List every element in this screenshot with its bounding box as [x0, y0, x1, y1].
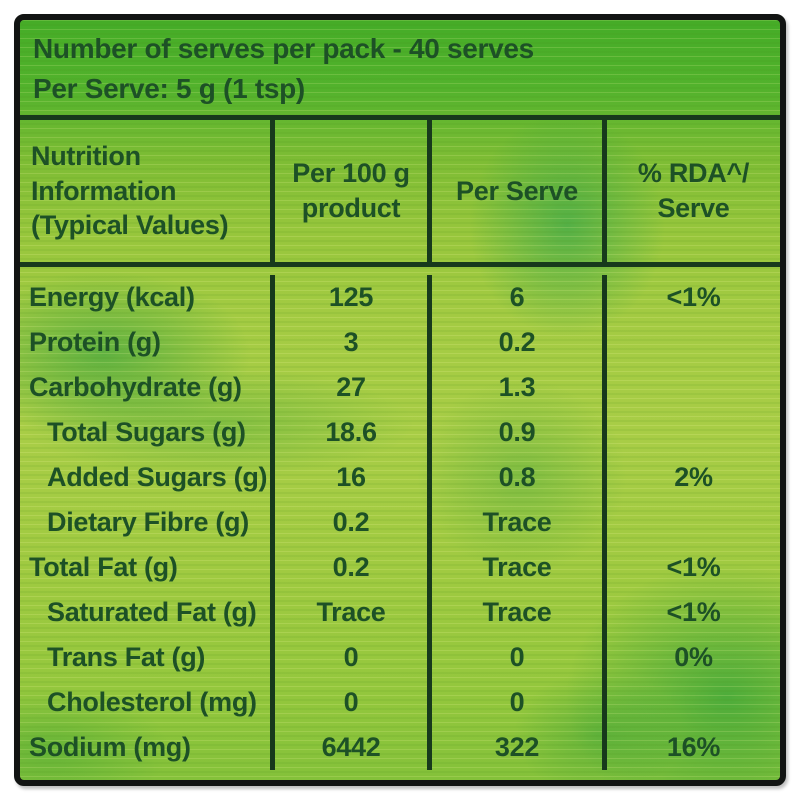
cell-per-100g-value: 16 — [275, 455, 432, 500]
cell-per-serve-value: 0.8 — [432, 455, 607, 500]
cell-rda-percent-value: 16% — [666, 732, 721, 762]
serves-info-band: Number of serves per pack - 40 serves Pe… — [20, 20, 780, 120]
cell-per-serve-value: Trace — [432, 545, 607, 590]
column-header-per-serve: Per Serve — [432, 120, 607, 262]
cell-per-100g-value: 18.6 — [275, 410, 432, 455]
serves-per-pack-text: Number of serves per pack - 40 serves — [33, 33, 534, 64]
cell-rda-percent-value: <1% — [666, 552, 721, 582]
cell-per-serve-value: 0.9 — [432, 410, 607, 455]
cell-per-100g-value: 6442 — [275, 725, 432, 770]
cell-nutrient-label: Protein (g) — [20, 320, 275, 365]
cell-per-serve-value: 0.2 — [432, 320, 607, 365]
cell-per-serve-value: Trace — [432, 500, 607, 545]
cell-nutrient-label: Carbohydrate (g) — [20, 365, 275, 410]
cell-nutrient-label: Trans Fat (g) — [20, 635, 275, 680]
cell-rda-percent-value — [607, 410, 780, 455]
cell-nutrient-label: Total Sugars (g) — [20, 410, 275, 455]
cell-rda-percent-value — [607, 320, 780, 365]
cell-rda-percent-value: <1% — [666, 282, 721, 312]
cell-rda-percent-value — [607, 500, 780, 545]
cell-per-100g-value: 27 — [275, 365, 432, 410]
cell-nutrient-label: Energy (kcal) — [20, 275, 275, 320]
cell-per-100g-value: 0 — [275, 635, 432, 680]
cell-per-serve-value: 1.3 — [432, 365, 607, 410]
cell-per-100g-value: 125 — [275, 275, 432, 320]
cell-per-100g-value: 0 — [275, 680, 432, 725]
cell-nutrient-label: Cholesterol (mg) — [20, 680, 275, 725]
nutrition-label-panel: Number of serves per pack - 40 serves Pe… — [14, 14, 786, 786]
cell-nutrient-label: Sodium (mg) — [20, 725, 275, 770]
cell-nutrient-label: Total Fat (g) — [20, 545, 275, 590]
cell-nutrient-label: Saturated Fat (g) — [20, 590, 275, 635]
cell-per-100g-value: 0.2 — [275, 545, 432, 590]
cell-per-serve-value: Trace — [432, 590, 607, 635]
cell-per-100g-value: Trace — [275, 590, 432, 635]
cell-per-serve-value: 0 — [432, 680, 607, 725]
cell-nutrient-label: Dietary Fibre (g) — [20, 500, 275, 545]
cell-per-100g-value: 3 — [275, 320, 432, 365]
per-serve-size-text: Per Serve: 5 g (1 tsp) — [33, 72, 305, 104]
table-header-row: Nutrition Information (Typical Values) P… — [20, 120, 780, 267]
cell-rda-percent-value: 0% — [674, 642, 713, 672]
cell-rda-percent-value — [607, 680, 780, 725]
column-header-rda-per-serve: % RDA^/ Serve — [637, 158, 750, 223]
table-body: Energy (kcal) 125 6 <1% Protein (g) 3 0.… — [20, 267, 780, 780]
cell-per-serve-value: 6 — [432, 275, 607, 320]
column-header-nutrition-information: Nutrition Information (Typical Values) — [20, 120, 275, 262]
column-header-per-100g: Per 100 g product — [275, 120, 432, 262]
cell-rda-percent-value: <1% — [666, 597, 721, 627]
cell-rda-percent-value: 2% — [674, 462, 713, 492]
cell-per-serve-value: 322 — [432, 725, 607, 770]
cell-per-serve-value: 0 — [432, 635, 607, 680]
cell-rda-percent-value — [607, 365, 780, 410]
cell-nutrient-label: Added Sugars (g) — [20, 455, 275, 500]
cell-per-100g-value: 0.2 — [275, 500, 432, 545]
